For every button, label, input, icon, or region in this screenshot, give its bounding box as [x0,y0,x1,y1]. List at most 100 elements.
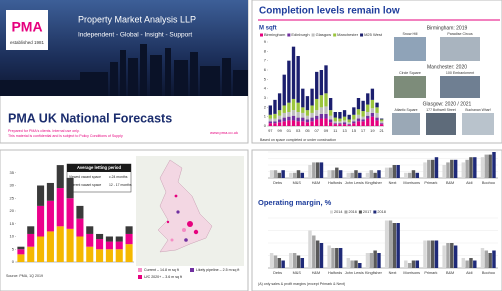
bar [392,165,397,178]
legend-swatch [190,268,194,272]
bar-segment [17,249,25,255]
x-tick-label: 01 [287,128,292,133]
bar [354,260,358,268]
source: Source: PMA, 1Q 2019 [6,274,43,278]
photo-caption: Buchanan Wharf [465,108,490,112]
bar-segment [66,177,74,199]
legend-label: Manchester [337,32,359,37]
y-tick-label: 1 [264,114,267,119]
bar-segment [86,226,94,234]
bar-segment [310,112,314,118]
x-tick-label: 07 [314,128,319,133]
legend-swatch [311,33,315,37]
y-tick-label: 7 [264,58,267,63]
bar-segment [315,110,319,116]
x-tick-label: Halfords [328,181,342,185]
bar-segment [319,95,324,108]
bar-segment [342,124,347,126]
bar-segment [105,236,113,242]
bar-segment [380,118,384,120]
bar-segment [361,119,365,122]
bar-segment [324,118,328,126]
bar-segment [370,108,375,113]
bar [296,255,301,268]
bar-segment [315,71,319,99]
bar [423,240,427,268]
x-tick-label: Next [389,271,398,275]
x-tick-label: B&M [446,181,454,185]
bar-segment [347,122,351,125]
bar-segment [380,119,384,122]
bar-segment [282,74,286,106]
x-tick-label: 97 [268,128,273,133]
bar-segment [76,205,84,219]
bar-segment [375,102,379,108]
bar [427,240,431,268]
bar-segment [291,98,296,111]
map-legend: Current – 14.8 m sq ft [144,268,179,272]
bar-segment [305,110,310,116]
x-tick-label: 17 [361,128,366,133]
bar [281,170,285,178]
bar [450,159,454,178]
bar [289,172,293,178]
bar [338,170,343,178]
x-tick-label: H&M [312,271,320,275]
legend-swatch [333,33,337,37]
bar-segment [296,121,300,126]
bar-segment [305,96,310,111]
url: www.pma.co.uk [210,130,238,135]
bar [289,253,293,268]
bar-segment [342,116,347,121]
bar-segment [315,119,319,126]
bar [453,159,458,178]
bar-segment [333,112,337,118]
legend-label: 2018 [377,210,385,214]
y-tick-label: 0 [12,259,15,264]
bar-segment [296,56,300,103]
bar-segment [356,121,361,126]
bar-segment [319,70,324,96]
legend-swatch [344,210,348,214]
bar-segment [375,107,379,113]
x-tick-label: Halfords [328,271,342,275]
bar [346,258,351,268]
bar-segment [296,112,300,118]
bar [277,172,282,178]
bar [415,260,420,268]
logo-sub: established 1981 [10,40,45,45]
bar-segment [27,226,35,234]
photo-heading: Birmingham: 2019 [427,25,468,31]
bar-segment [296,117,300,122]
map-legend: Likely pipeline – 2.5 m sq ft [196,268,239,272]
bar-segment [333,117,337,122]
bar-segment [301,117,305,122]
bar-segment [287,116,291,121]
bar-segment [366,104,370,112]
photo [394,37,426,61]
x-tick-label: Boohoo [482,181,495,185]
bar-segment [268,118,272,122]
bar [281,260,285,268]
x-tick-label: 03 [296,128,301,133]
bar-segment [328,115,333,120]
title: PMA UK National Forecasts [8,111,172,125]
bar-segment [27,246,35,262]
bar [277,258,282,268]
bar [312,235,316,268]
legend-label: 2017 [363,210,371,214]
photo [426,113,456,135]
bar-segment [347,125,351,126]
bar-segment [310,88,314,106]
bar-segment [328,119,333,123]
bar [315,240,320,268]
bar [434,240,439,268]
bar-segment [17,254,25,262]
bar-segment [287,60,291,103]
bar [473,260,477,268]
bar [296,170,301,178]
bar-segment [310,105,314,113]
bar-segment [277,110,282,116]
bar [423,162,427,178]
bar-segment [105,241,113,250]
